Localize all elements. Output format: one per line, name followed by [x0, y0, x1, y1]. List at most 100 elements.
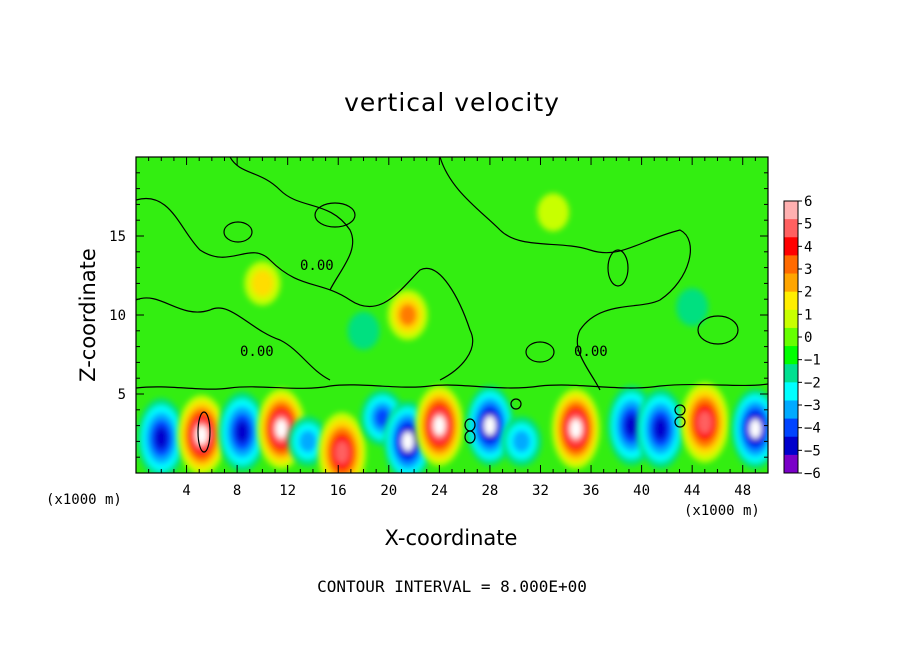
- contour-line: [136, 383, 768, 390]
- x-tick-label: 28: [481, 483, 498, 499]
- colorbar-segment: [784, 255, 798, 275]
- x-tick-label: 24: [431, 483, 448, 499]
- anomaly-band: [335, 441, 349, 464]
- contour-line: [525, 341, 555, 363]
- colorbar-tick-label: 0: [804, 330, 812, 346]
- contour-line: [510, 398, 522, 410]
- anomaly-band: [433, 415, 446, 436]
- anomaly-band: [749, 419, 762, 439]
- colorbar-segment: [784, 400, 798, 420]
- colorbar-segment: [784, 364, 798, 383]
- contour-line: [674, 416, 686, 428]
- anomaly-cell: [680, 382, 729, 463]
- anomaly-band: [512, 430, 531, 453]
- anomaly-band: [299, 430, 317, 453]
- anomaly-cell: [244, 261, 281, 306]
- contour-line: [136, 197, 474, 381]
- x-axis-ticks: 4 8 12 16 20 24 28 32 36 40 44 48: [148, 157, 756, 499]
- contour-line: [197, 411, 211, 453]
- anomaly-cell: [537, 193, 570, 232]
- colorbar-tick-label: −4: [804, 421, 821, 437]
- colorbar-tick-label: −2: [804, 375, 821, 391]
- contour-line: [439, 157, 691, 391]
- anomaly-cell: [415, 385, 464, 466]
- x-unit-label-left: (x1000 m): [46, 492, 122, 508]
- anomaly-band: [275, 419, 288, 439]
- colorbar-segment: [784, 201, 798, 220]
- colorbar-segment: [784, 237, 798, 256]
- anomaly-band: [374, 407, 391, 428]
- y-tick-label: 5: [118, 387, 126, 403]
- x-tick-label: 32: [532, 483, 549, 499]
- colorbar: 6 5 4 3 2 1 0 −1 −2 −3 −4 −5 −6: [783, 194, 821, 482]
- anomaly-band: [251, 269, 274, 297]
- anomaly-cell: [137, 398, 186, 473]
- colorbar-tick-label: 3: [804, 262, 812, 278]
- colorbar-tick-label: −6: [804, 466, 821, 482]
- colorbar-segment: [784, 346, 798, 365]
- anomaly-cell: [387, 290, 428, 340]
- contour-line: [607, 249, 629, 287]
- colorbar-segment: [784, 219, 798, 238]
- colorbar-tick-label: 5: [804, 217, 812, 233]
- y-axis-ticks: 5 10 15: [109, 172, 768, 458]
- anomaly-cell: [318, 412, 367, 473]
- anomaly-band: [537, 193, 570, 232]
- colorbar-tick-label: 6: [804, 194, 812, 210]
- colorbar-tick-label: −3: [804, 398, 821, 414]
- contour-line: [697, 315, 739, 345]
- anomaly-cell: [636, 388, 685, 469]
- colorbar-segment: [784, 454, 798, 474]
- colorbar-segment: [784, 291, 798, 311]
- colorbar-segment: [784, 382, 798, 401]
- contour-lines: [136, 157, 768, 453]
- anomaly-band: [347, 311, 380, 350]
- x-tick-label: 16: [330, 483, 347, 499]
- anomaly-cell: [551, 388, 600, 469]
- anomaly-band: [398, 303, 417, 327]
- colorbar-segment: [784, 418, 798, 438]
- anomaly-band: [235, 420, 250, 444]
- x-tick-label: 40: [633, 483, 650, 499]
- anomaly-cell: [287, 416, 328, 467]
- x-tick-label: 44: [684, 483, 701, 499]
- x-tick-label: 12: [279, 483, 296, 499]
- contour-line: [223, 221, 253, 243]
- x-tick-label: 36: [583, 483, 600, 499]
- x-tick-label: 8: [233, 483, 241, 499]
- contour-line: [229, 157, 354, 291]
- anomaly-band: [401, 431, 414, 452]
- contour-line: [136, 297, 331, 381]
- chart-title: vertical velocity: [344, 88, 560, 117]
- y-tick-label: 15: [109, 229, 126, 245]
- anomaly-cell: [676, 288, 709, 327]
- colorbar-tick-label: −1: [804, 353, 821, 369]
- contour-line: [314, 202, 356, 228]
- contour-label: 0.00: [240, 344, 274, 360]
- contour-label: 0.00: [574, 344, 608, 360]
- anomaly-cell: [347, 311, 380, 350]
- anomaly-band: [484, 415, 496, 436]
- contour-label: 0.00: [300, 258, 334, 274]
- colorbar-tick-label: 1: [804, 307, 812, 323]
- colorbar-tick-label: −5: [804, 443, 821, 459]
- y-tick-label: 10: [109, 308, 126, 324]
- x-tick-label: 4: [182, 483, 190, 499]
- anomaly-band: [676, 288, 709, 327]
- colorbar-segment: [784, 436, 798, 456]
- x-tick-label: 20: [380, 483, 397, 499]
- colorbar-segment: [784, 273, 798, 293]
- anomaly-cell: [501, 416, 542, 467]
- x-tick-label: 48: [734, 483, 751, 499]
- x-unit-label-right: (x1000 m): [684, 503, 760, 519]
- colorbar-tick-label: 2: [804, 285, 812, 301]
- anomaly-band: [570, 419, 582, 439]
- anomaly-band: [624, 414, 639, 438]
- anomaly-cell: [731, 388, 768, 469]
- colorbar-segment: [784, 309, 798, 329]
- anomaly-band: [697, 411, 712, 434]
- anomaly-band: [154, 426, 169, 450]
- contour-line: [674, 404, 686, 416]
- colorbar-tick-label: 4: [804, 239, 812, 255]
